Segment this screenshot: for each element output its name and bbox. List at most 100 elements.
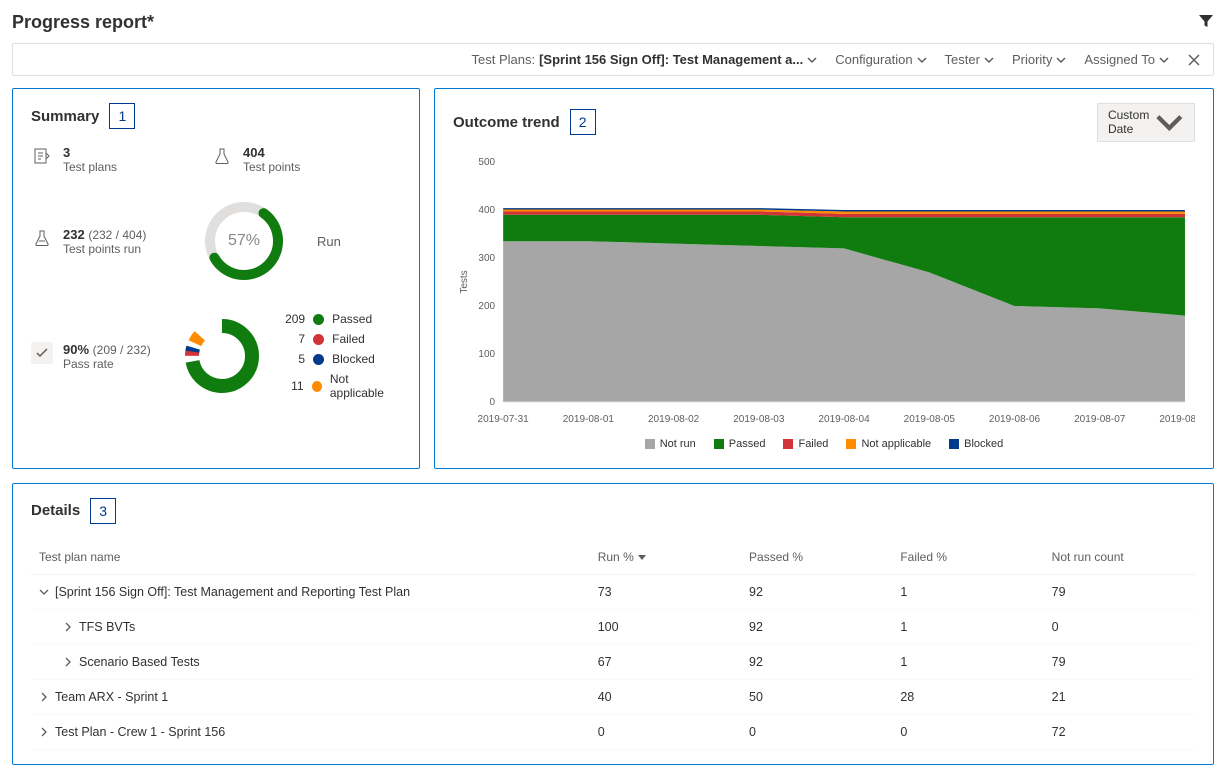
sort-desc-icon xyxy=(637,551,647,561)
run-pct: 40 xyxy=(590,679,741,714)
trend-legend-item: Passed xyxy=(714,438,766,450)
pass-rate-icon xyxy=(31,342,53,364)
column-header[interactable]: Run % xyxy=(590,540,741,575)
custom-date-button[interactable]: Custom Date xyxy=(1097,103,1195,142)
column-header[interactable]: Failed % xyxy=(892,540,1043,575)
close-icon[interactable] xyxy=(1187,53,1201,67)
trend-callout: 2 xyxy=(570,109,596,135)
test-plans-count-label: Test plans xyxy=(63,160,117,174)
test-points-icon xyxy=(211,145,233,167)
trend-legend: Not run Passed Failed Not applicable Blocked xyxy=(453,438,1195,450)
column-header[interactable]: Test plan name xyxy=(31,540,590,575)
svg-text:2019-08-06: 2019-08-06 xyxy=(989,414,1041,425)
test-plans-value: [Sprint 156 Sign Off]: Test Management a… xyxy=(539,52,803,67)
outcome-trend-panel: Outcome trend 2 Custom Date 010020030040… xyxy=(434,88,1214,469)
details-callout: 3 xyxy=(90,498,116,524)
details-title: Details xyxy=(31,502,80,519)
details-table: Test plan nameRun % Passed %Failed %Not … xyxy=(31,540,1195,750)
passed-pct: 50 xyxy=(741,679,892,714)
chevron-down-icon xyxy=(1155,108,1184,137)
trend-legend-item: Not run xyxy=(645,438,696,450)
plan-name: TFS BVTs xyxy=(79,620,135,634)
filter-icon[interactable] xyxy=(1198,13,1214,32)
trend-chart: 0100200300400500Tests2019-07-312019-08-0… xyxy=(453,152,1195,432)
table-row[interactable]: Scenario Based Tests 67 92 1 79 xyxy=(31,644,1195,679)
chevron-down-icon xyxy=(1056,55,1066,65)
legend-item: 7Failed xyxy=(281,332,401,346)
plan-name: Test Plan - Crew 1 - Sprint 156 xyxy=(55,725,225,739)
legend-item: 5Blocked xyxy=(281,352,401,366)
run-label: Run xyxy=(317,234,341,249)
svg-text:2019-08-07: 2019-08-07 xyxy=(1074,414,1126,425)
svg-text:2019-08-01: 2019-08-01 xyxy=(563,414,615,425)
svg-text:200: 200 xyxy=(478,301,495,312)
pass-rate-value: 90% (209 / 232) xyxy=(63,342,151,357)
chevron-down-icon xyxy=(1159,55,1169,65)
notrun-count: 0 xyxy=(1044,609,1195,644)
pass-rate-label: Pass rate xyxy=(63,357,151,371)
priority-filter[interactable]: Priority xyxy=(1012,52,1066,67)
svg-text:2019-08-03: 2019-08-03 xyxy=(733,414,785,425)
svg-text:2019-08-05: 2019-08-05 xyxy=(904,414,956,425)
test-points-run-label: Test points run xyxy=(63,242,146,256)
test-plans-dropdown[interactable]: Test Plans: [Sprint 156 Sign Off]: Test … xyxy=(471,52,817,67)
chevron-down-icon xyxy=(807,55,817,65)
trend-legend-item: Failed xyxy=(783,438,828,450)
legend-item: 209Passed xyxy=(281,312,401,326)
notrun-count: 79 xyxy=(1044,574,1195,609)
table-row[interactable]: Team ARX - Sprint 1 40 50 28 21 xyxy=(31,679,1195,714)
svg-text:400: 400 xyxy=(478,205,495,216)
test-plans-icon xyxy=(31,145,53,167)
trend-title: Outcome trend xyxy=(453,114,560,131)
assigned-to-filter[interactable]: Assigned To xyxy=(1084,52,1169,67)
outcome-legend: 209Passed 7Failed 5Blocked 11Not applicable xyxy=(281,312,401,400)
svg-text:2019-08-02: 2019-08-02 xyxy=(648,414,700,425)
summary-callout: 1 xyxy=(109,103,135,129)
failed-pct: 1 xyxy=(892,609,1043,644)
svg-text:2019-08-08: 2019-08-08 xyxy=(1159,414,1195,425)
trend-legend-item: Not applicable xyxy=(846,438,931,450)
configuration-filter[interactable]: Configuration xyxy=(835,52,926,67)
table-row[interactable]: TFS BVTs 100 92 1 0 xyxy=(31,609,1195,644)
chevron-down-icon xyxy=(917,55,927,65)
column-header[interactable]: Not run count xyxy=(1044,540,1195,575)
summary-title: Summary xyxy=(31,108,99,125)
plan-name: Scenario Based Tests xyxy=(79,655,200,669)
details-panel: Details 3 Test plan nameRun % Passed %Fa… xyxy=(12,483,1214,765)
page-title: Progress report* xyxy=(12,12,154,33)
summary-panel: Summary 1 3 Test plans 404 Test point xyxy=(12,88,420,469)
run-pct: 73 xyxy=(590,574,741,609)
run-pct-text: 57% xyxy=(201,198,287,284)
failed-pct: 28 xyxy=(892,679,1043,714)
test-points-count-label: Test points xyxy=(243,160,300,174)
notrun-count: 21 xyxy=(1044,679,1195,714)
svg-text:300: 300 xyxy=(478,253,495,264)
chevron-right-icon xyxy=(63,657,73,667)
test-plans-label: Test Plans: xyxy=(471,52,535,67)
svg-text:2019-07-31: 2019-07-31 xyxy=(478,414,530,425)
notrun-count: 79 xyxy=(1044,644,1195,679)
chevron-right-icon xyxy=(39,727,49,737)
passed-pct: 92 xyxy=(741,609,892,644)
legend-item: 11Not applicable xyxy=(281,372,401,400)
chevron-right-icon xyxy=(39,692,49,702)
run-donut: 57% xyxy=(201,198,287,284)
chevron-right-icon xyxy=(63,622,73,632)
passed-pct: 92 xyxy=(741,644,892,679)
table-row[interactable]: [Sprint 156 Sign Off]: Test Management a… xyxy=(31,574,1195,609)
failed-pct: 1 xyxy=(892,574,1043,609)
trend-legend-item: Blocked xyxy=(949,438,1003,450)
column-header[interactable]: Passed % xyxy=(741,540,892,575)
run-pct: 100 xyxy=(590,609,741,644)
pass-donut xyxy=(183,317,261,395)
svg-text:Tests: Tests xyxy=(459,270,470,293)
run-pct: 67 xyxy=(590,644,741,679)
plan-name: Team ARX - Sprint 1 xyxy=(55,690,168,704)
test-plans-count: 3 xyxy=(63,145,117,160)
plan-name: [Sprint 156 Sign Off]: Test Management a… xyxy=(55,585,410,599)
test-points-run-value: 232 (232 / 404) xyxy=(63,227,146,242)
test-points-run-icon xyxy=(31,227,53,249)
tester-filter[interactable]: Tester xyxy=(945,52,994,67)
svg-text:100: 100 xyxy=(478,349,495,360)
svg-text:2019-08-04: 2019-08-04 xyxy=(818,414,870,425)
